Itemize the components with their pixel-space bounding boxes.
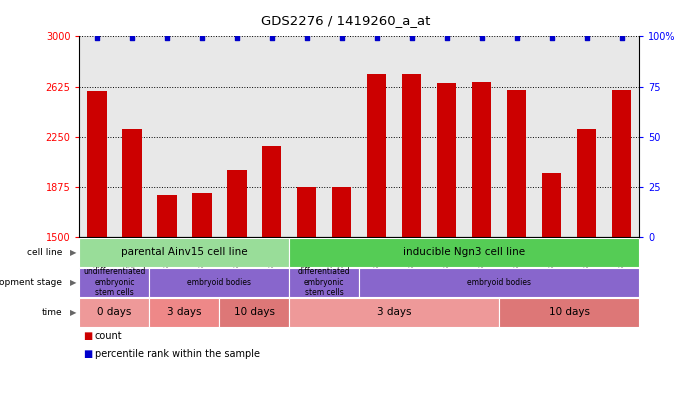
Bar [437,83,456,237]
Bar [290,268,359,297]
Bar [149,298,220,327]
Text: 3 days: 3 days [377,307,412,317]
Bar [359,268,639,297]
Bar [263,146,281,237]
Bar [227,170,247,237]
Text: undifferentiated
embryonic
stem cells: undifferentiated embryonic stem cells [83,267,146,297]
Point [442,35,453,42]
Bar [192,193,211,237]
Bar [122,129,142,237]
Point [91,35,102,42]
Point [371,35,382,42]
Bar [297,188,316,237]
Text: ■: ■ [83,331,92,341]
Bar [79,268,149,297]
Text: 10 days: 10 days [234,307,275,317]
Text: ▶: ▶ [70,308,76,317]
Text: time: time [41,308,62,317]
Bar [612,90,632,237]
Point [231,35,243,42]
Text: percentile rank within the sample: percentile rank within the sample [95,349,260,359]
Point [126,35,138,42]
Bar [290,298,499,327]
Text: GDS2276 / 1419260_a_at: GDS2276 / 1419260_a_at [261,14,430,27]
Text: ▶: ▶ [70,248,76,257]
Bar [158,196,176,237]
Bar [402,74,422,237]
Point [162,35,173,42]
Text: differentiated
embryonic
stem cells: differentiated embryonic stem cells [298,267,350,297]
Point [406,35,417,42]
Bar [290,238,639,267]
Bar [367,74,386,237]
Text: parental Ainv15 cell line: parental Ainv15 cell line [121,247,247,257]
Point [266,35,277,42]
Text: ▶: ▶ [70,278,76,287]
Bar [79,238,290,267]
Text: 3 days: 3 days [167,307,202,317]
Text: inducible Ngn3 cell line: inducible Ngn3 cell line [404,247,525,257]
Point [196,35,207,42]
Point [511,35,522,42]
Bar [87,91,106,237]
Bar [79,298,149,327]
Text: 10 days: 10 days [549,307,589,317]
Point [301,35,312,42]
Bar [499,298,639,327]
Text: embryoid bodies: embryoid bodies [467,278,531,287]
Point [616,35,627,42]
Point [581,35,592,42]
Text: embryoid bodies: embryoid bodies [187,278,252,287]
Text: development stage: development stage [0,278,62,287]
Bar [507,90,527,237]
Point [337,35,348,42]
Bar [577,129,596,237]
Text: ■: ■ [83,349,92,359]
Point [546,35,557,42]
Bar [332,188,352,237]
Point [476,35,487,42]
Bar [542,173,561,237]
Text: 0 days: 0 days [97,307,131,317]
Bar [472,82,491,237]
Bar [220,298,290,327]
Text: cell line: cell line [27,248,62,257]
Bar [149,268,290,297]
Text: count: count [95,331,122,341]
